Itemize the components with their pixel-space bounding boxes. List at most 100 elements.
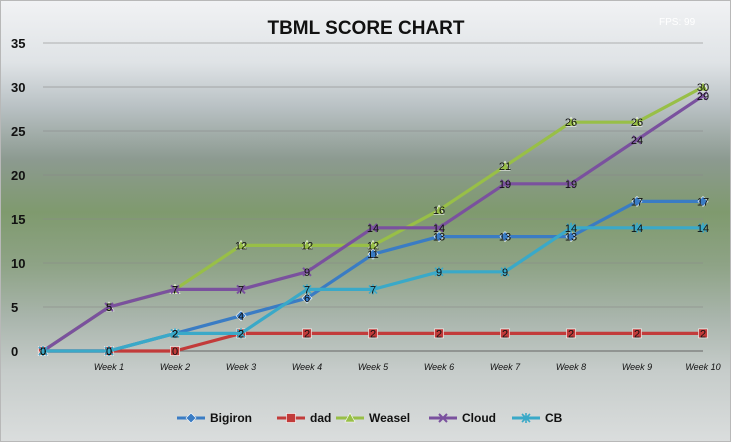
- data-label-cloud-10: 29: [697, 91, 709, 103]
- legend-label-dad: dad: [310, 411, 331, 425]
- data-label-cb-1: 0: [106, 346, 112, 358]
- legend-label-cloud: Cloud: [462, 411, 496, 425]
- y-tick-label-20: 20: [11, 168, 25, 183]
- data-label-cb-3: 2: [238, 328, 244, 340]
- point-bigiron-6: [433, 231, 445, 243]
- data-label-dad-7: 2: [502, 328, 508, 340]
- legend-marker-cb: [521, 413, 531, 423]
- x-tick-label-6: Week 6: [424, 362, 454, 372]
- legend: Bigiron dad Weasel Cloud CB: [177, 411, 563, 425]
- point-cloud-2: [170, 284, 180, 295]
- data-label-bigiron-8: 13: [565, 232, 577, 244]
- point-weasel-6: [433, 204, 445, 215]
- point-cb-6: [434, 266, 444, 277]
- point-weasel-4: [301, 239, 313, 250]
- x-tick-label-3: Week 3: [226, 362, 256, 372]
- data-label-dad-9: 2: [634, 328, 640, 340]
- point-cloud-1: [104, 302, 114, 312]
- data-label-cloud-6: 14: [433, 223, 445, 235]
- point-cb-3: [236, 328, 246, 339]
- point-cb-8: [566, 222, 576, 233]
- point-weasel-5: [367, 239, 379, 250]
- data-label-dad-5: 2: [370, 328, 376, 340]
- data-label-cb-6: 9: [436, 267, 442, 279]
- point-weasel-9: [631, 116, 643, 127]
- legend-item-weasel: Weasel: [336, 411, 410, 425]
- series-layer: [37, 81, 709, 357]
- data-label-dad-1: 0: [106, 346, 112, 358]
- point-cloud-8: [566, 179, 576, 189]
- data-label-bigiron-5: 11: [367, 249, 378, 261]
- legend-item-cloud: Cloud: [429, 411, 496, 425]
- chart-title: TBML SCORE CHART: [267, 18, 464, 39]
- y-tick-label-5: 5: [11, 300, 18, 315]
- data-label-dad-3: 2: [238, 328, 244, 340]
- data-label-bigiron-0: 0: [40, 346, 46, 358]
- point-cb-7: [500, 266, 510, 277]
- legend-label-cb: CB: [545, 411, 563, 425]
- point-bigiron-10: [697, 195, 709, 207]
- data-label-cb-2: 2: [172, 328, 178, 340]
- legend-label-weasel: Weasel: [369, 411, 410, 425]
- data-label-bigiron-7: 13: [499, 232, 511, 244]
- x-tick-label-4: Week 4: [292, 362, 322, 372]
- point-weasel-3: [235, 239, 247, 250]
- y-tick-label-0: 0: [11, 344, 18, 359]
- data-label-weasel-0: 0: [40, 346, 46, 358]
- y-tick-label-10: 10: [11, 256, 25, 271]
- point-cloud-9: [632, 135, 642, 145]
- x-tick-label-7: Week 7: [490, 362, 521, 372]
- data-label-weasel-1: 5: [106, 302, 112, 314]
- legend-item-dad: dad: [277, 411, 331, 425]
- point-dad-9: [632, 328, 642, 339]
- x-tick-label-9: Week 9: [622, 362, 652, 372]
- data-label-weasel-9: 26: [631, 117, 643, 129]
- point-cloud-6: [434, 223, 444, 233]
- point-cb-10: [698, 222, 708, 233]
- data-label-weasel-5: 12: [367, 240, 379, 252]
- data-label-weasel-4: 12: [301, 240, 313, 252]
- point-bigiron-5: [367, 248, 379, 260]
- y-axis: 0 5 10 15 20 25 30 35: [11, 36, 25, 359]
- x-tick-label-2: Week 2: [160, 362, 190, 372]
- data-label-bigiron-4: 6: [304, 293, 310, 305]
- point-dad-2: [170, 346, 180, 356]
- data-label-dad-2: 0: [172, 346, 178, 358]
- data-label-cb-8: 14: [565, 223, 577, 235]
- data-label-cb-0: 0: [40, 346, 46, 358]
- data-label-cloud-0: 0: [40, 346, 46, 358]
- point-cloud-4: [302, 267, 312, 277]
- x-tick-label-8: Week 8: [556, 362, 586, 372]
- point-cb-5: [368, 284, 378, 295]
- legend-marker-weasel: [344, 412, 356, 423]
- data-label-weasel-7: 21: [499, 161, 511, 173]
- x-tick-label-10: Week 10: [685, 362, 720, 372]
- point-cb-0: [38, 346, 48, 356]
- data-label-bigiron-2: 2: [172, 328, 178, 340]
- data-label-weasel-2: 7: [172, 284, 178, 296]
- data-label-bigiron-10: 17: [697, 196, 709, 208]
- legend-marker-bigiron: [185, 412, 197, 424]
- data-label-dad-4: 2: [304, 328, 310, 340]
- point-cb-4: [302, 284, 312, 295]
- x-tick-label-5: Week 5: [358, 362, 389, 372]
- point-cloud-5: [368, 223, 378, 233]
- point-dad-6: [434, 328, 444, 339]
- point-dad-10: [698, 328, 708, 339]
- x-axis: Week 1 Week 2 Week 3 Week 4 Week 5 Week 6 Week…: [94, 362, 721, 372]
- point-bigiron-9: [631, 195, 643, 207]
- legend-marker-dad: [286, 413, 296, 423]
- y-tick-label-25: 25: [11, 124, 25, 139]
- data-label-weasel-10: 30: [697, 82, 709, 94]
- data-label-weasel-3: 12: [235, 240, 247, 252]
- data-label-cloud-5: 14: [367, 223, 379, 235]
- data-label-cloud-2: 7: [172, 284, 178, 296]
- data-label-bigiron-3: 4: [238, 311, 244, 323]
- data-label-weasel-6: 16: [433, 205, 445, 217]
- point-weasel-10: [697, 81, 709, 92]
- point-cloud-3: [236, 284, 246, 295]
- legend-marker-cloud: [438, 413, 448, 423]
- point-dad-8: [566, 328, 576, 339]
- data-label-bigiron-1: 0: [106, 346, 112, 358]
